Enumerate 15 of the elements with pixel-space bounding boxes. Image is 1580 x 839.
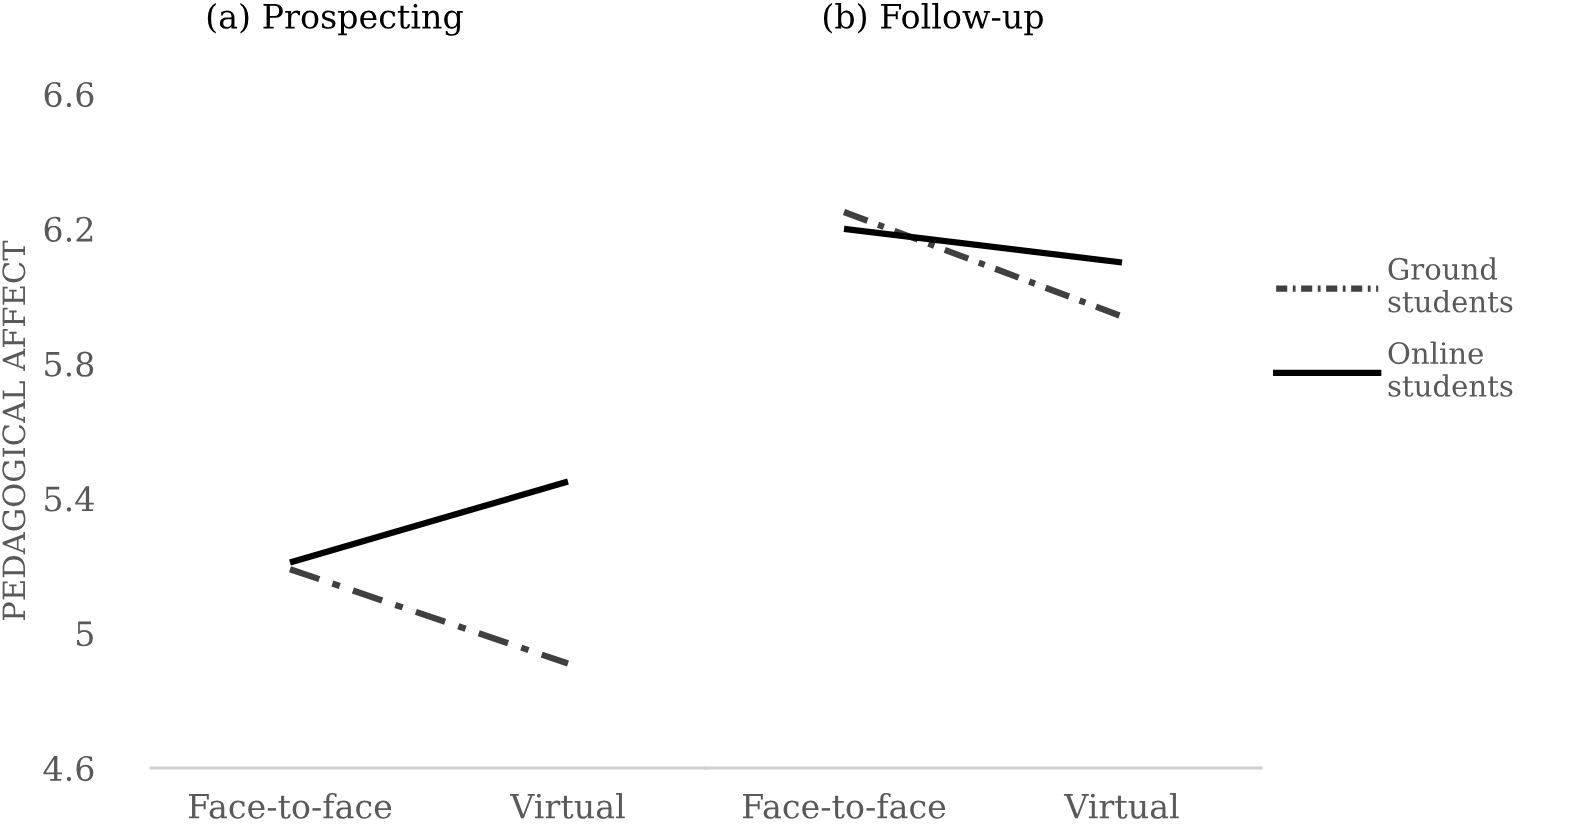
y-tick-label: 6.6 [44,81,94,108]
y-tick-label: 6.2 [44,216,93,242]
y-axis-title: PEDAGOGICAL AFFECT [2,240,26,620]
x-tick-label: Virtual [509,793,625,819]
chart-title: (a) Prospecting [207,3,463,36]
y-tick-label: 5.4 [45,486,94,512]
legend-label: Online students [1388,341,1513,397]
y-tick-label: 5 [77,621,93,647]
y-tick-label: 4.6 [43,755,94,782]
chart-title: (b) Follow-up [823,3,1043,36]
x-tick-label: Virtual [1063,793,1179,819]
x-tick-label: Face-to-face [188,793,392,819]
legend-label: Ground students [1388,257,1513,313]
y-tick-label: 5.8 [45,351,94,377]
x-tick-label: Face-to-face [742,793,946,819]
